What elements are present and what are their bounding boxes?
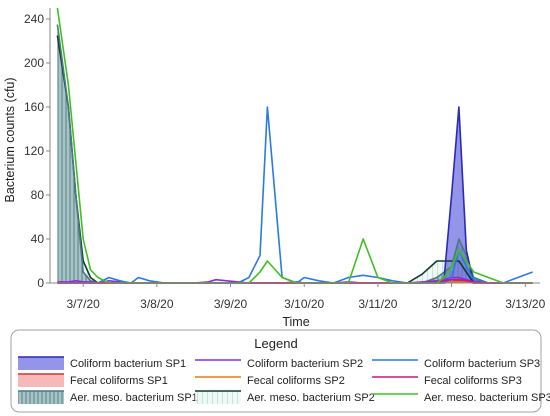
x-tick-label: 3/8/20 bbox=[140, 297, 174, 311]
y-tick-label: 160 bbox=[24, 100, 44, 114]
legend-label: Fecal coliforms SP3 bbox=[424, 375, 522, 387]
x-tick-label: 3/13/20 bbox=[505, 297, 545, 311]
legend-swatch bbox=[18, 391, 64, 404]
y-tick-label: 120 bbox=[24, 144, 44, 158]
legend-item-aer-meso-bacterium-sp1: Aer. meso. bacterium SP1 bbox=[18, 390, 198, 404]
legend-items: Coliform bacterium SP1 Fecal coliforms SP… bbox=[18, 356, 550, 404]
y-axis-title: Bacterium counts (cfu) bbox=[3, 77, 17, 202]
y-tick-label: 240 bbox=[24, 12, 44, 26]
legend-item-aer-meso-bacterium-sp2: Aer. meso. bacterium SP2 bbox=[195, 390, 375, 404]
x-axis-title: Time bbox=[282, 315, 309, 329]
x-tick-label: 3/7/20 bbox=[66, 297, 100, 311]
legend-label: Aer. meso. bacterium SP3 bbox=[424, 392, 550, 404]
legend: Legend Coliform bacterium SP1 Fecal colif… bbox=[10, 329, 550, 413]
legend-item-fecal-coliforms-sp1: Fecal coliforms SP1 bbox=[18, 373, 168, 387]
x-tick-label: 3/11/20 bbox=[358, 297, 397, 311]
y-tick-label: 200 bbox=[24, 56, 44, 70]
legend-swatch bbox=[195, 391, 241, 404]
x-tick-label: 3/9/20 bbox=[214, 297, 248, 311]
legend-label: Fecal coliforms SP2 bbox=[247, 375, 345, 387]
y-axis-ticks: 0 40 80 120 160 200 240 bbox=[24, 12, 50, 290]
legend-label: Coliform bacterium SP2 bbox=[247, 358, 363, 370]
legend-box bbox=[10, 329, 542, 413]
legend-label: Fecal coliforms SP1 bbox=[70, 375, 168, 387]
line-coliform-bacterium-sp3 bbox=[57, 106, 533, 284]
x-tick-label: 3/12/20 bbox=[432, 297, 472, 311]
legend-swatch bbox=[18, 374, 64, 387]
legend-item-fecal-coliforms-sp3: Fecal coliforms SP3 bbox=[372, 375, 522, 387]
x-axis-ticks: 3/7/20 3/8/20 3/9/20 3/10/20 3/11/20 3/12/20 3… bbox=[66, 283, 546, 311]
legend-label: Aer. meso. bacterium SP2 bbox=[247, 392, 375, 404]
legend-title: Legend bbox=[254, 336, 297, 351]
y-tick-label: 0 bbox=[37, 276, 44, 290]
y-tick-label: 80 bbox=[31, 188, 45, 202]
legend-item-coliform-bacterium-sp2: Coliform bacterium SP2 bbox=[195, 358, 363, 370]
legend-item-coliform-bacterium-sp1: Coliform bacterium SP1 bbox=[18, 356, 186, 370]
y-tick-label: 40 bbox=[31, 232, 45, 246]
legend-label: Coliform bacterium SP3 bbox=[424, 358, 540, 370]
legend-swatch bbox=[18, 357, 64, 370]
x-tick-label: 3/10/20 bbox=[284, 297, 324, 311]
legend-label: Coliform bacterium SP1 bbox=[70, 358, 186, 370]
legend-item-fecal-coliforms-sp2: Fecal coliforms SP2 bbox=[195, 375, 345, 387]
legend-item-aer-meso-bacterium-sp3: Aer. meso. bacterium SP3 bbox=[372, 392, 550, 404]
legend-label: Aer. meso. bacterium SP1 bbox=[70, 392, 198, 404]
legend-item-coliform-bacterium-sp3: Coliform bacterium SP3 bbox=[372, 358, 540, 370]
